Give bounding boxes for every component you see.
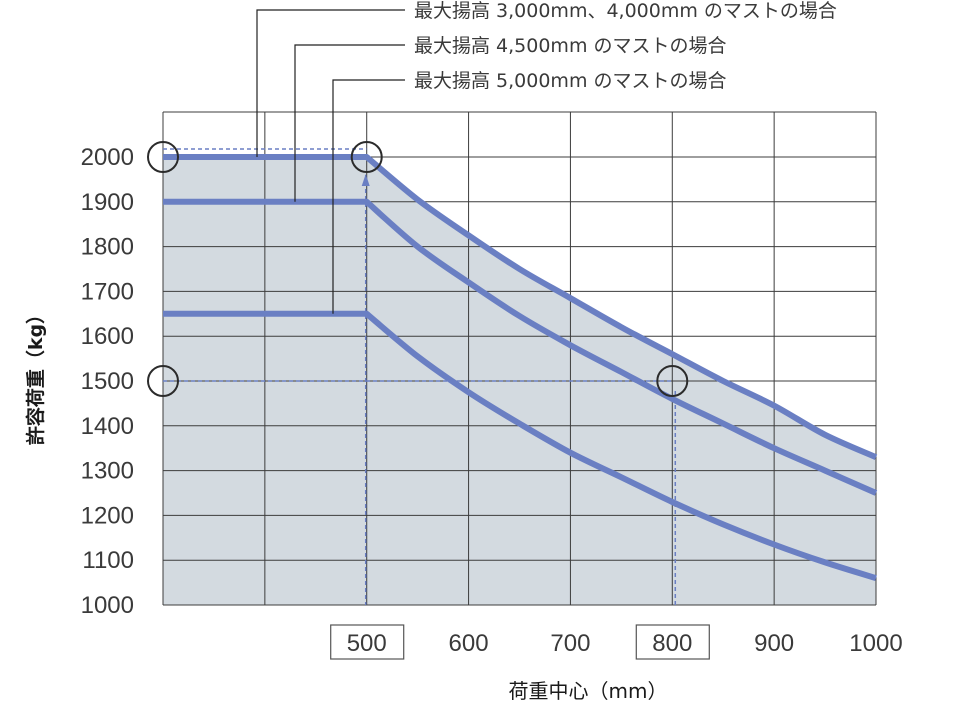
x-tick-label: 900	[754, 630, 794, 657]
y-tick-label: 1900	[81, 189, 134, 216]
x-axis-label: 荷重中心（mm）	[509, 679, 668, 703]
y-tick-label: 1800	[81, 234, 134, 261]
annotation-circle	[147, 141, 179, 173]
y-tick-label: 1000	[81, 592, 134, 619]
y-tick-label: 1400	[81, 413, 134, 440]
series-line-1	[163, 154, 878, 460]
legend-label-1: 最大揚高 3,000mm、4,000mm のマストの場合	[414, 0, 837, 22]
y-tick-label: 1300	[81, 458, 134, 485]
x-tick-label: 700	[550, 630, 590, 657]
series-line-3	[163, 310, 877, 581]
y-axis-label: 許容荷重（kg）	[24, 305, 47, 445]
x-tick-box	[635, 624, 710, 660]
annotation-circle	[350, 141, 383, 173]
x-tick-label: 800	[652, 630, 692, 657]
x-tick-label: 500	[347, 630, 387, 657]
y-tick-label: 2000	[81, 144, 134, 171]
legend-leader-3	[332, 79, 405, 314]
guide-arrowhead	[361, 174, 370, 186]
y-tick-label: 1500	[81, 368, 134, 395]
chart-series	[163, 154, 878, 581]
x-tick-label: 600	[449, 630, 489, 657]
y-tick-label: 1700	[81, 278, 134, 305]
x-tick-box	[330, 624, 405, 660]
series-line-2	[163, 198, 878, 496]
chart-grid	[162, 111, 877, 606]
legend-label-3: 最大揚高 5,000mm のマストの場合	[414, 70, 727, 92]
y-tick-label: 1100	[82, 547, 134, 574]
axis-ticks: 2000 1900 1800 1700 1600 1500 1400 1300 1200 1100…	[81, 144, 903, 660]
y-tick-label: 1200	[81, 502, 134, 529]
annotation-circle	[147, 365, 179, 397]
annotation-circle	[656, 365, 689, 397]
y-tick-label: 1600	[81, 323, 134, 350]
x-tick-label: 1000	[849, 630, 902, 657]
legend-leader-1	[256, 9, 405, 157]
legend-leader-2	[294, 44, 405, 202]
legend-label-2: 最大揚高 4,500mm のマストの場合	[414, 35, 727, 57]
chart-annotations	[147, 141, 689, 397]
